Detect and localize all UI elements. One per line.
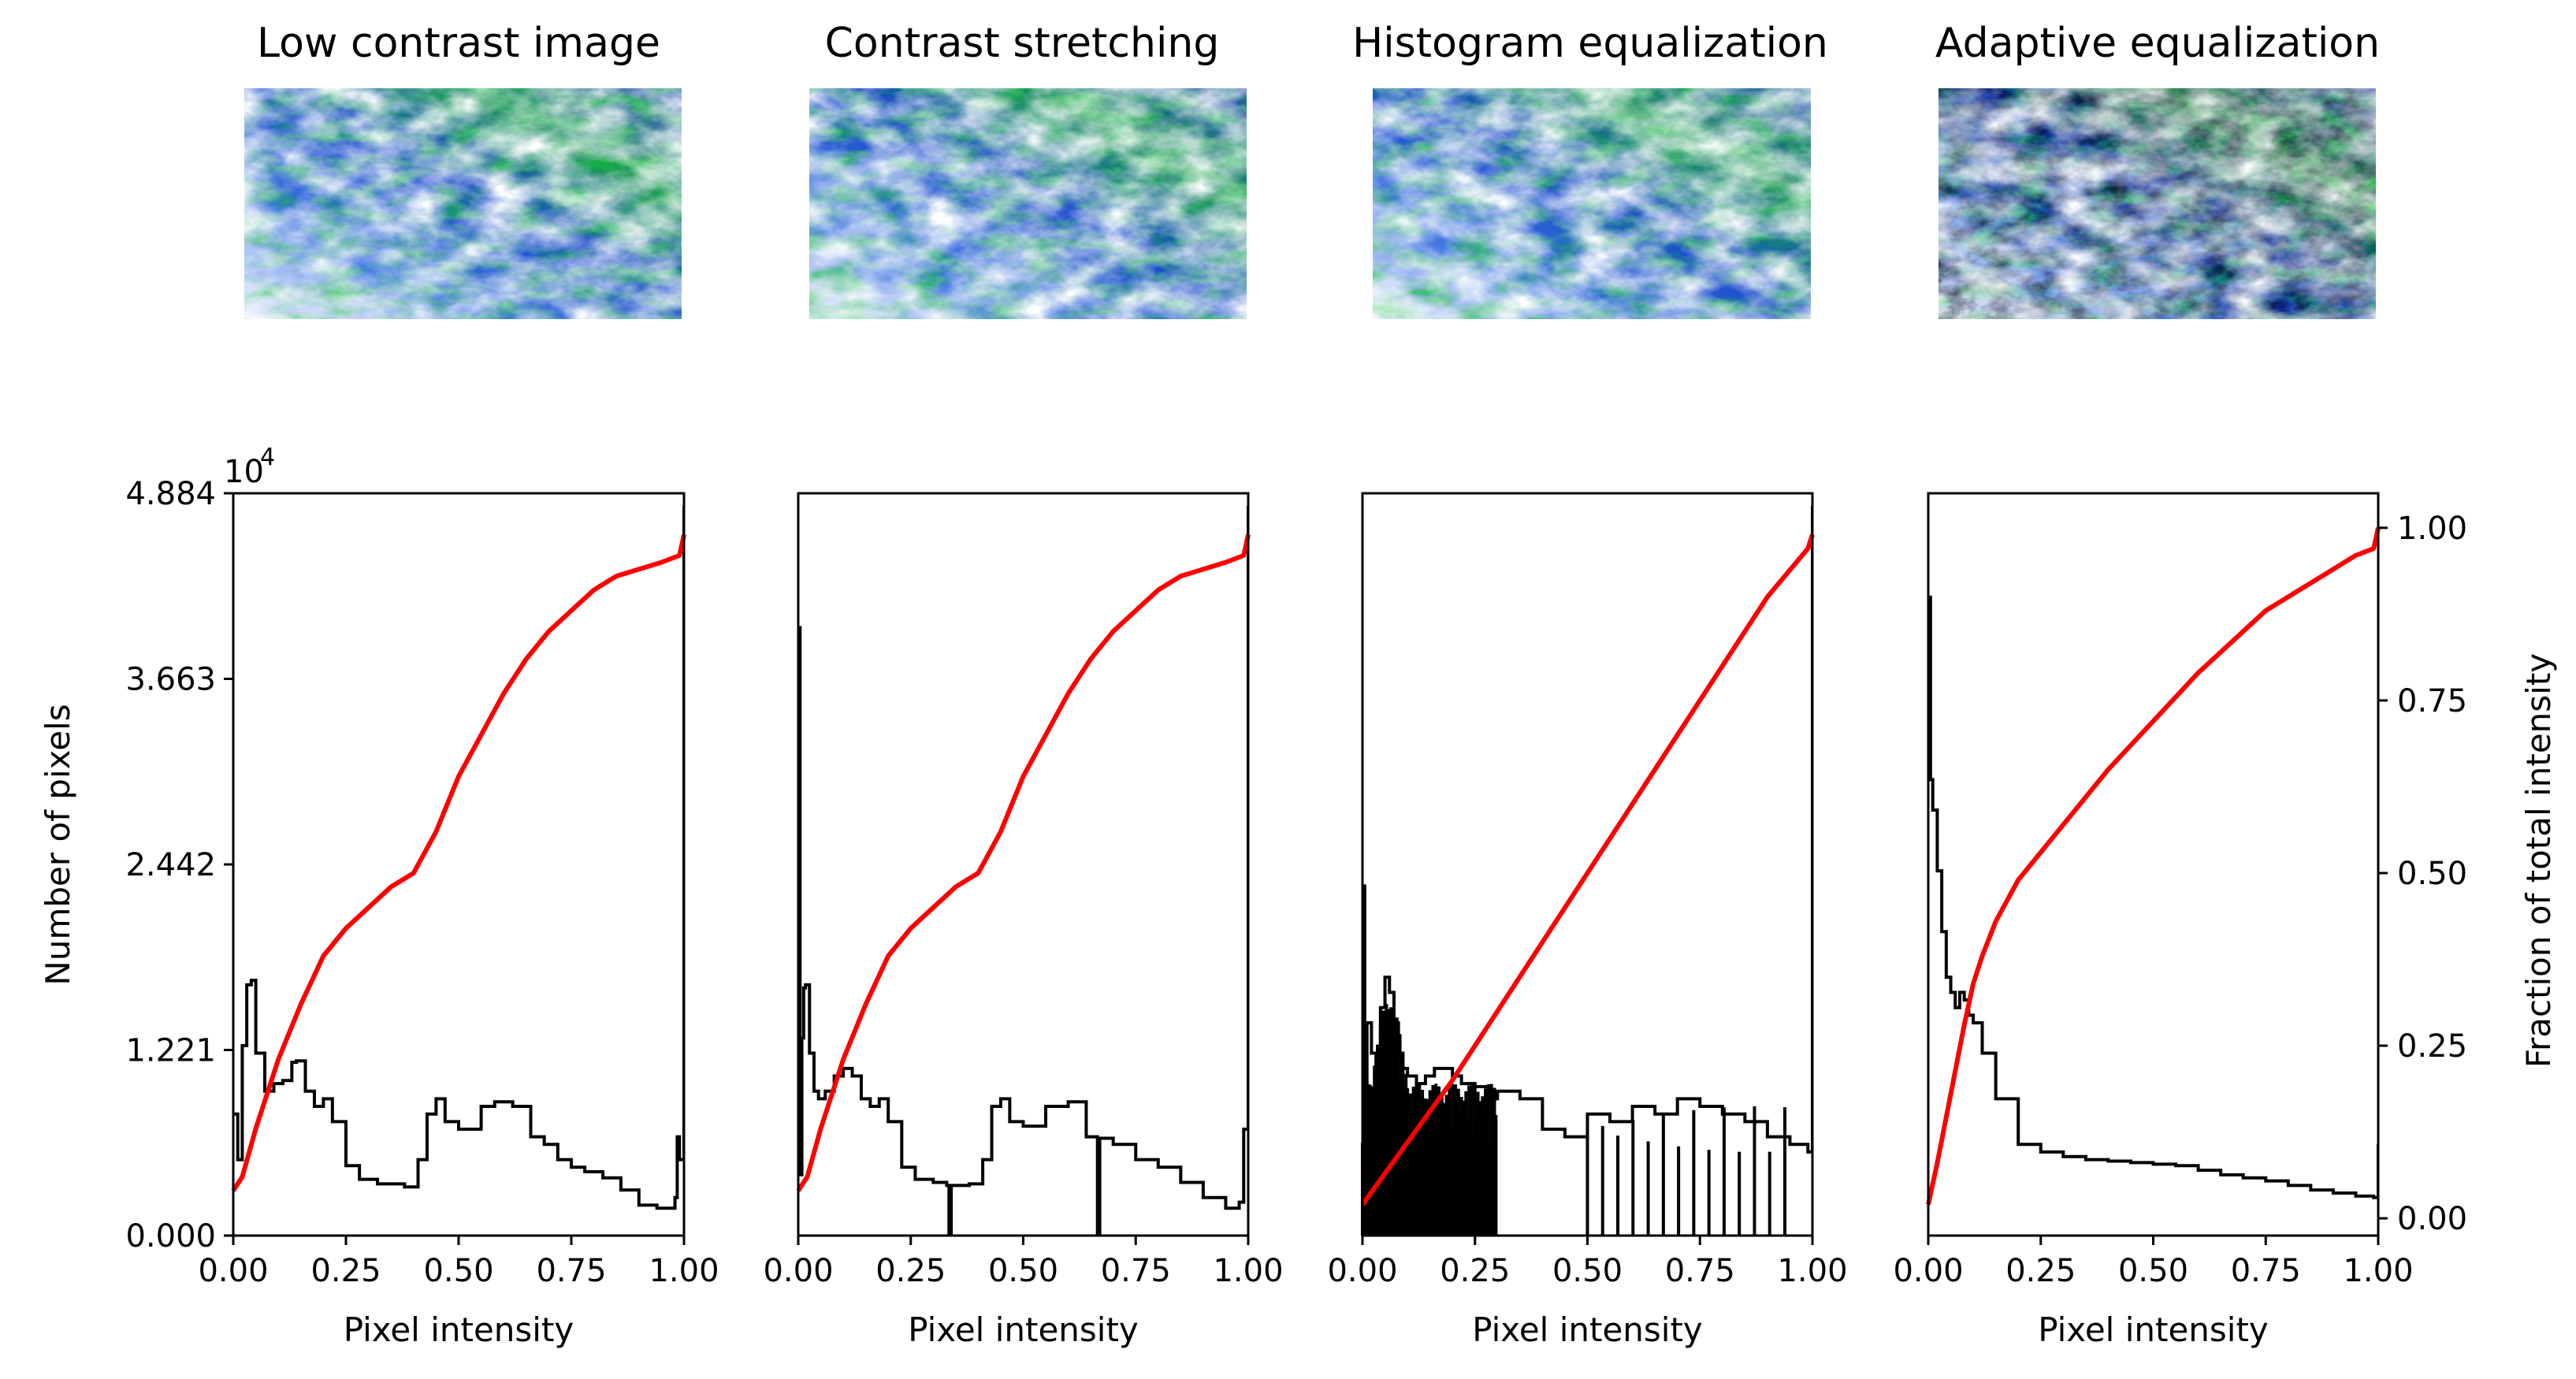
image-adaptive-equalization	[1939, 88, 2376, 319]
title-histogram-equalization: Histogram equalization	[1352, 20, 1828, 67]
x-tick-label: 0.75	[1101, 1253, 1171, 1289]
x-tick-label: 0.00	[198, 1253, 268, 1289]
y-tick-label: 1.221	[125, 1033, 216, 1069]
y2-tick-label: 0.00	[2397, 1201, 2467, 1237]
y2-tick-label: 1.00	[2397, 511, 2467, 547]
y2-tick-label: 0.50	[2397, 856, 2467, 892]
histogram-panel-low-contrast: 0.00 0.25 0.50 0.75 1.00 Pixel intensity 0.000…	[125, 476, 719, 1349]
histogram-panel-histogram-equalization: 0.00 0.25 0.50 0.75 1.00 Pixel intensity	[1327, 492, 1848, 1349]
y-tick-label: 3.663	[125, 662, 216, 698]
x-tick-label: 0.75	[536, 1253, 606, 1289]
y-tick-label: 0.000	[125, 1218, 216, 1254]
x-tick-label: 1.00	[649, 1253, 719, 1289]
histogram-panel-contrast-stretching: 0.00 0.25 0.50 0.75 1.00 Pixel intensity	[763, 492, 1284, 1349]
y-offset-exponent: 4	[260, 444, 275, 471]
x-tick-label: 1.00	[1213, 1253, 1283, 1289]
x-axis-label: Pixel intensity	[2038, 1310, 2269, 1349]
cumulative-series	[231, 533, 686, 1192]
axes-frame	[1927, 492, 2380, 1237]
x-axis-label: Pixel intensity	[1472, 1310, 1703, 1349]
x-axis-label: Pixel intensity	[908, 1310, 1139, 1349]
histogram-series	[1928, 595, 2378, 1199]
x-axis-label: Pixel intensity	[344, 1310, 574, 1349]
title-contrast-stretching: Contrast stretching	[825, 20, 1220, 67]
histogram-panel-adaptive-equalization: 0.00 0.25 0.50 0.75 1.00 Pixel intensity 0.00 0…	[1893, 492, 2467, 1349]
histogram-series	[1362, 506, 1812, 1154]
histogram-series	[798, 506, 1248, 1236]
x-tick-label: 0.00	[1893, 1253, 1963, 1289]
cumulative-series	[1360, 533, 1815, 1206]
y2-tick-label: 0.75	[2397, 683, 2467, 719]
x-tick-label: 0.50	[423, 1253, 493, 1289]
y2-tick-label: 0.25	[2397, 1028, 2467, 1065]
x-tick-label: 0.25	[2005, 1253, 2076, 1289]
x-tick-label: 0.25	[1440, 1253, 1510, 1289]
title-low-contrast: Low contrast image	[257, 20, 660, 67]
image-histogram-equalization	[1373, 88, 1811, 319]
x-tick-label: 0.50	[1552, 1253, 1623, 1289]
y-tick-label: 4.884	[125, 476, 216, 512]
x-tick-label: 0.50	[2118, 1253, 2188, 1289]
y2-axis-label: Fraction of total intensity	[2519, 653, 2558, 1068]
x-tick-label: 0.50	[988, 1253, 1058, 1289]
histogram-series	[233, 506, 684, 1210]
title-adaptive-equalization: Adaptive equalization	[1935, 20, 2380, 67]
x-tick-label: 1.00	[1777, 1253, 1847, 1289]
x-tick-label: 0.75	[2231, 1253, 2301, 1289]
cumulative-series	[1926, 527, 2381, 1206]
cumulative-series	[796, 533, 1251, 1192]
y-tick-label: 2.442	[125, 847, 216, 883]
x-tick-label: 0.00	[763, 1253, 833, 1289]
x-tick-label: 0.00	[1327, 1253, 1397, 1289]
image-contrast-stretching	[809, 88, 1247, 319]
x-tick-label: 0.25	[310, 1253, 381, 1289]
image-low-contrast	[244, 88, 682, 319]
y-offset-base: 10	[224, 454, 264, 490]
y-axis-label: Number of pixels	[39, 704, 77, 985]
x-tick-label: 0.75	[1665, 1253, 1735, 1289]
x-tick-label: 0.25	[875, 1253, 946, 1289]
x-tick-label: 1.00	[2343, 1253, 2413, 1289]
